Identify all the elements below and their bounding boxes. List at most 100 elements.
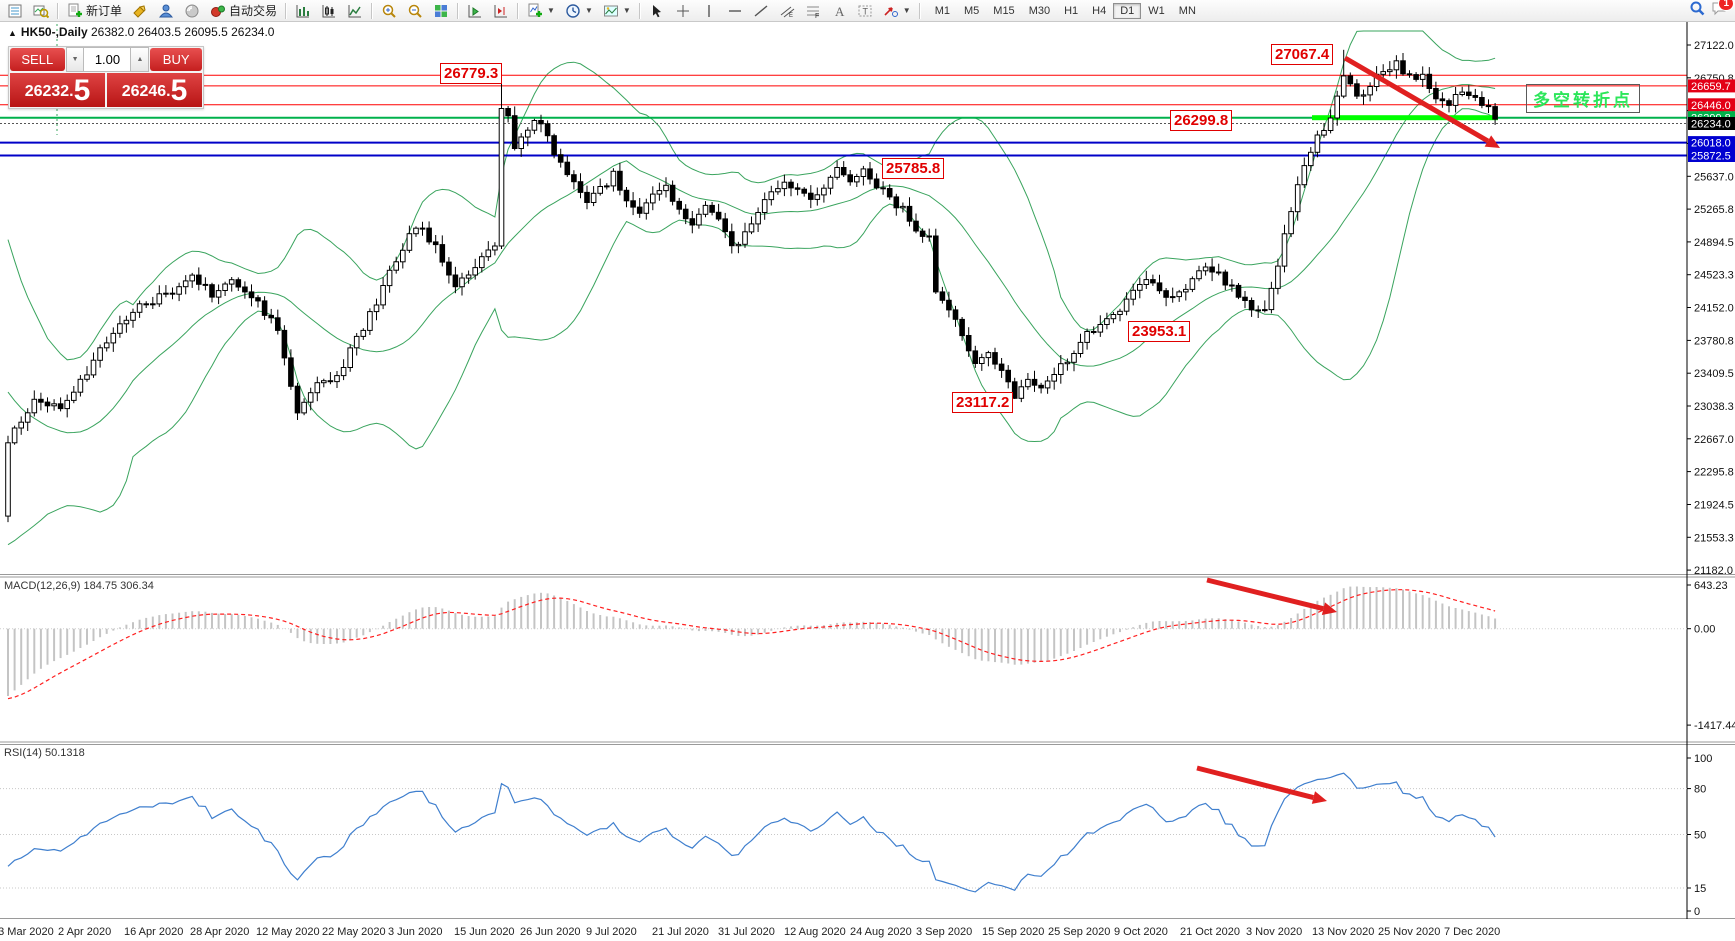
new-order-button[interactable]: 新订单 xyxy=(63,0,126,21)
templates-button[interactable]: ▼ xyxy=(599,1,635,21)
rsi-label: RSI(14) 50.1318 xyxy=(4,747,85,759)
charts-list-button[interactable] xyxy=(3,1,27,21)
vline-button[interactable] xyxy=(697,1,721,21)
indicators-button[interactable]: ▼ xyxy=(523,1,559,21)
svg-text:26234.0: 26234.0 xyxy=(1691,119,1731,131)
svg-text:21924.5: 21924.5 xyxy=(1694,500,1734,512)
chart-shift-button[interactable] xyxy=(489,1,513,21)
buy-price: 26246. xyxy=(121,83,171,100)
support-highlight-band[interactable] xyxy=(1312,115,1498,121)
toolbar-button-label: 自动交易 xyxy=(229,4,278,18)
svg-text:25 Nov 2020: 25 Nov 2020 xyxy=(1378,926,1440,938)
new-order-icon xyxy=(68,3,82,17)
symbol-collapse-icon[interactable]: ▲ xyxy=(8,28,17,38)
buy-price-box[interactable]: 26246. 5 xyxy=(107,73,202,107)
sound-icon xyxy=(133,4,146,18)
toolbar-button-label: 新订单 xyxy=(86,4,123,18)
svg-text:28 Apr 2020: 28 Apr 2020 xyxy=(190,926,249,938)
price-annotation-23953.1[interactable]: 23953.1 xyxy=(1128,321,1191,342)
timeframe-H4[interactable]: H4 xyxy=(1092,4,1107,17)
svg-text:50: 50 xyxy=(1694,830,1706,842)
timeframe-H1[interactable]: H1 xyxy=(1064,4,1079,17)
svg-text:12 May 2020: 12 May 2020 xyxy=(256,926,320,938)
volume-down-icon[interactable]: ▼ xyxy=(65,47,85,72)
dropdown-arrow-icon[interactable]: ▼ xyxy=(902,6,911,15)
note-annotation[interactable]: 多空转折点 xyxy=(1526,84,1640,113)
text-label-button[interactable]: T xyxy=(853,1,877,21)
timeframe-M30[interactable]: M30 xyxy=(1028,4,1051,17)
svg-text:23038.3: 23038.3 xyxy=(1694,401,1734,413)
candlesticks xyxy=(5,49,1498,523)
preview-button[interactable] xyxy=(29,1,53,21)
svg-text:22 May 2020: 22 May 2020 xyxy=(322,926,386,938)
search-button[interactable] xyxy=(1689,0,1705,21)
price-annotation-25785.8[interactable]: 25785.8 xyxy=(882,158,945,179)
price-annotation-26779.3[interactable]: 26779.3 xyxy=(440,63,503,84)
signal-button[interactable] xyxy=(180,1,204,21)
price-annotation-23117.2[interactable]: 23117.2 xyxy=(952,392,1014,413)
auto-scroll-button[interactable] xyxy=(463,1,487,21)
main-toolbar: 新订单 自动交易 ▼ ▼ ▼ E F A T ▼ M1 M5 M15 M30 H1 H4 D1 W1 MN 1 xyxy=(0,0,1735,22)
line-chart-button[interactable] xyxy=(343,1,367,21)
sell-price-box[interactable]: 26232. 5 xyxy=(10,73,105,107)
zoom-in-button[interactable] xyxy=(377,1,401,21)
crosshair-button[interactable] xyxy=(671,1,695,21)
timeframe-M5[interactable]: M5 xyxy=(964,4,980,17)
channel-button[interactable]: E xyxy=(775,1,799,21)
fibonacci-button[interactable]: F xyxy=(801,1,825,21)
dropdown-arrow-icon[interactable]: ▼ xyxy=(547,6,555,15)
vline-icon xyxy=(708,4,710,17)
periods-button[interactable]: ▼ xyxy=(561,1,597,21)
candle-chart-button[interactable] xyxy=(317,1,341,21)
svg-text:22667.0: 22667.0 xyxy=(1694,434,1734,446)
line-chart-icon xyxy=(348,4,362,17)
volume-input[interactable] xyxy=(84,47,131,72)
chat-button[interactable]: 1 xyxy=(1711,0,1734,21)
indicators-icon xyxy=(528,3,543,17)
price-annotation-26299.8[interactable]: 26299.8 xyxy=(1170,110,1233,131)
zoom-out-button[interactable] xyxy=(403,1,427,21)
bollinger-bands xyxy=(7,30,1496,546)
svg-text:21553.3: 21553.3 xyxy=(1694,532,1734,544)
autotrade-button[interactable]: 自动交易 xyxy=(206,0,281,21)
dropdown-arrow-icon[interactable]: ▼ xyxy=(622,6,631,15)
rsi-line xyxy=(7,772,1496,893)
svg-text:-1417.44: -1417.44 xyxy=(1694,720,1735,732)
timeframe-MN[interactable]: MN xyxy=(1178,4,1196,17)
sell-button[interactable]: SELL xyxy=(10,48,65,71)
timeframe-M1[interactable]: M1 xyxy=(934,4,950,17)
timeframe-W1[interactable]: W1 xyxy=(1148,4,1165,17)
cursor-button[interactable] xyxy=(645,1,669,21)
trendline-button[interactable] xyxy=(749,1,773,21)
dropdown-arrow-icon[interactable]: ▼ xyxy=(584,6,593,15)
chart-window-title: ▲ HK50-,Daily 26382.0 26403.5 26095.5 262… xyxy=(8,25,274,39)
svg-text:15: 15 xyxy=(1694,883,1706,895)
macd-axis: 643.23 0.00 -1417.44 xyxy=(1687,580,1735,732)
svg-text:643.23: 643.23 xyxy=(1694,580,1728,592)
buy-button[interactable]: BUY xyxy=(150,48,202,71)
svg-text:13 Nov 2020: 13 Nov 2020 xyxy=(1312,926,1374,938)
zoom-in-icon xyxy=(382,4,396,18)
trend-arrows[interactable] xyxy=(1196,55,1500,804)
price-axis[interactable]: 27122.026750.826379.526008.325637.025265… xyxy=(1687,40,1735,577)
time-axis[interactable]: 23 Mar 2020 2 Apr 2020 16 Apr 2020 28 Apr 2… xyxy=(0,926,1500,938)
rsi-axis: 100 80 50 15 0 xyxy=(1687,753,1712,918)
hline-button[interactable] xyxy=(723,1,747,21)
trendline-icon xyxy=(754,4,768,17)
metaeditor-button[interactable] xyxy=(154,1,178,21)
bar-chart-button[interactable] xyxy=(291,1,315,21)
text-button[interactable]: A xyxy=(827,1,851,21)
horizontal-level-lines[interactable] xyxy=(0,74,1687,157)
price-annotation-27067.4[interactable]: 27067.4 xyxy=(1271,44,1334,65)
timeframe-M15[interactable]: M15 xyxy=(993,4,1015,17)
timeframe-D1[interactable]: D1 xyxy=(1113,2,1142,19)
text-icon: A xyxy=(835,4,845,19)
shapes-button[interactable]: ▼ xyxy=(879,1,915,21)
volume-up-icon[interactable]: ▲ xyxy=(130,47,150,72)
toolbar-separator xyxy=(285,2,288,19)
tile-windows-button[interactable] xyxy=(429,1,453,21)
svg-text:15 Jun 2020: 15 Jun 2020 xyxy=(454,926,515,938)
channel-icon: E xyxy=(780,6,795,19)
sound-button[interactable] xyxy=(128,1,152,21)
